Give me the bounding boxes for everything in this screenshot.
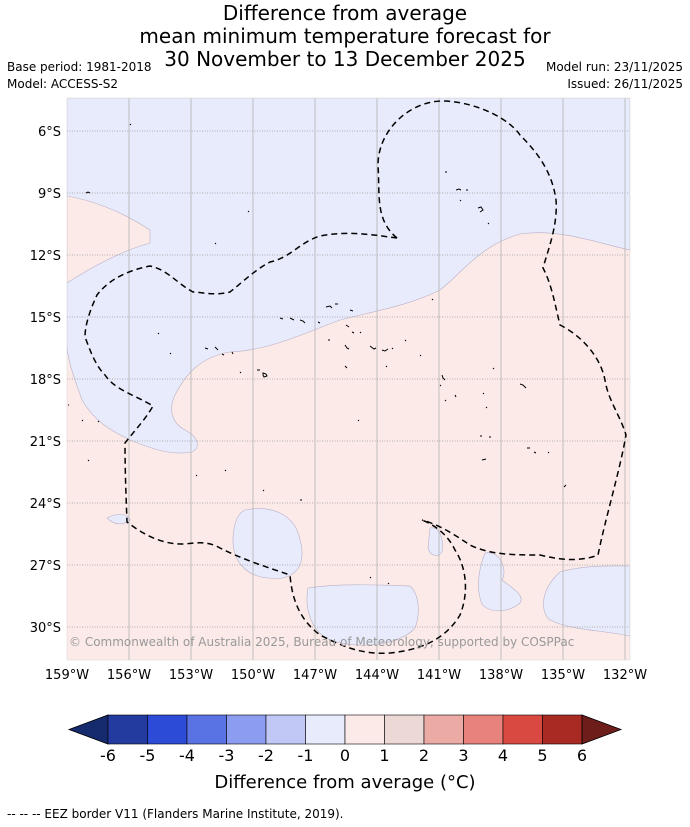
colorbar-tick: -1 [298,746,314,765]
map-plot-area: © Commonwealth of Australia 2025, Bureau… [67,98,630,660]
island-society-a [279,317,321,324]
colorbar-title: Difference from average (°C) [214,772,476,793]
issued-date: Issued: 26/11/2025 [567,77,683,91]
colorbar-segment [384,714,425,745]
lon-label: 150°W [231,668,275,683]
lon-label: 138°W [479,668,523,683]
meta-left: Base period: 1981-2018 Model: ACCESS-S2 [7,59,152,93]
island-west-a [85,123,250,245]
colorbar-tick: 4 [498,746,508,765]
colorbar-segments [107,714,583,745]
map-copyright: © Commonwealth of Australia 2025, Bureau… [69,635,574,649]
lat-label: 21°S [30,435,61,450]
colorbar-segment [305,714,346,745]
eez-footnote: -- -- -- EEZ border V11 (Flanders Marine… [7,807,344,821]
colorbar-tick: -6 [100,746,116,765]
grid-lines [67,98,630,660]
map-frame [66,97,631,661]
colorbar-tick: 2 [419,746,429,765]
colorbar-segment [186,714,227,745]
lon-label: 153°W [169,668,213,683]
model-name: Model: ACCESS-S2 [7,77,119,91]
island-austral-b [527,447,567,488]
island-west-b [68,332,172,462]
eez-borders [84,100,627,654]
colorbar-tick-labels: -6 -5 -4 -3 -2 -1 0 1 2 3 4 5 6 [100,746,587,765]
eez-border-cook-islands [84,232,467,654]
lat-label: 9°S [38,187,61,202]
lat-label: 24°S [30,497,61,512]
island-marquesas-b [477,206,490,225]
title-line-3: 30 November to 13 December 2025 [164,47,526,71]
colorbar-tick: 0 [340,746,350,765]
cool-patch-south [306,584,419,646]
cool-patch-south-west [232,508,303,579]
meta-right: Model run: 23/11/2025 Issued: 26/11/2025 [546,59,683,93]
longitude-labels: 159°W 156°W 153°W 150°W 147°W 144°W 141°… [45,668,647,683]
lon-label: 156°W [107,668,151,683]
colorbar-tick: -3 [219,746,235,765]
colorbar: -6 -5 -4 -3 -2 -1 0 1 2 3 4 5 6 [67,714,623,765]
island-south-a [195,419,390,585]
island-gambier [439,374,488,409]
island-marquesas-a [445,171,468,202]
colorbar-segment [423,714,464,745]
lon-label: 147°W [293,668,337,683]
base-period: Base period: 1981-2018 [7,60,152,74]
islands [68,123,567,585]
lat-label: 18°S [30,373,61,388]
colorbar-tick: 1 [379,746,389,765]
colorbar-segment [147,714,188,745]
lat-label: 27°S [30,559,61,574]
island-austral-a [480,367,527,461]
island-tuamotu-c [344,298,434,369]
colorbar-segment [107,714,148,745]
island-cook-a [204,346,234,356]
latitude-labels: 6°S 9°S 12°S 15°S 18°S 21°S 24°S 27°S 30… [30,125,61,636]
cool-patch-far-east [543,565,630,637]
colorbar-tick: -2 [258,746,274,765]
lat-label: 15°S [30,311,61,326]
colorbar-segment [542,714,583,745]
island-tuamotu-a [325,303,354,312]
colorbar-tick: 3 [458,746,468,765]
lon-label: 135°W [541,668,585,683]
colorbar-tick: 5 [537,746,547,765]
colorbar-tick: -4 [179,746,195,765]
title-line-2: mean minimum temperature forecast for [139,24,551,48]
lat-label: 6°S [38,125,61,140]
colorbar-tick: 6 [577,746,587,765]
cool-patch-west-coast [106,514,131,525]
lon-label: 159°W [45,668,89,683]
colorbar-segment [463,714,504,745]
colorbar-segment [265,714,306,745]
island-tuamotu-b [344,344,394,352]
lon-label: 144°W [355,668,399,683]
colorbar-under-arrow [67,714,109,745]
lon-label: 141°W [417,668,461,683]
cool-anomaly-region-north [67,98,630,454]
eez-border-french-polynesia [377,100,627,561]
chart-title: Difference from average mean minimum tem… [0,2,690,71]
colorbar-segment [502,714,543,745]
island-society-b [328,324,362,341]
lat-label: 12°S [30,249,61,264]
lon-label: 132°W [603,668,647,683]
cool-patch-east [478,552,522,611]
colorbar-segment [226,714,267,745]
colorbar-tick: -5 [140,746,156,765]
colorbar-over-arrow [581,714,623,745]
island-cook-b [239,369,268,378]
colorbar-segment [344,714,385,745]
title-line-1: Difference from average [222,1,468,25]
lat-label: 30°S [30,621,61,636]
model-run: Model run: 23/11/2025 [545,60,683,74]
